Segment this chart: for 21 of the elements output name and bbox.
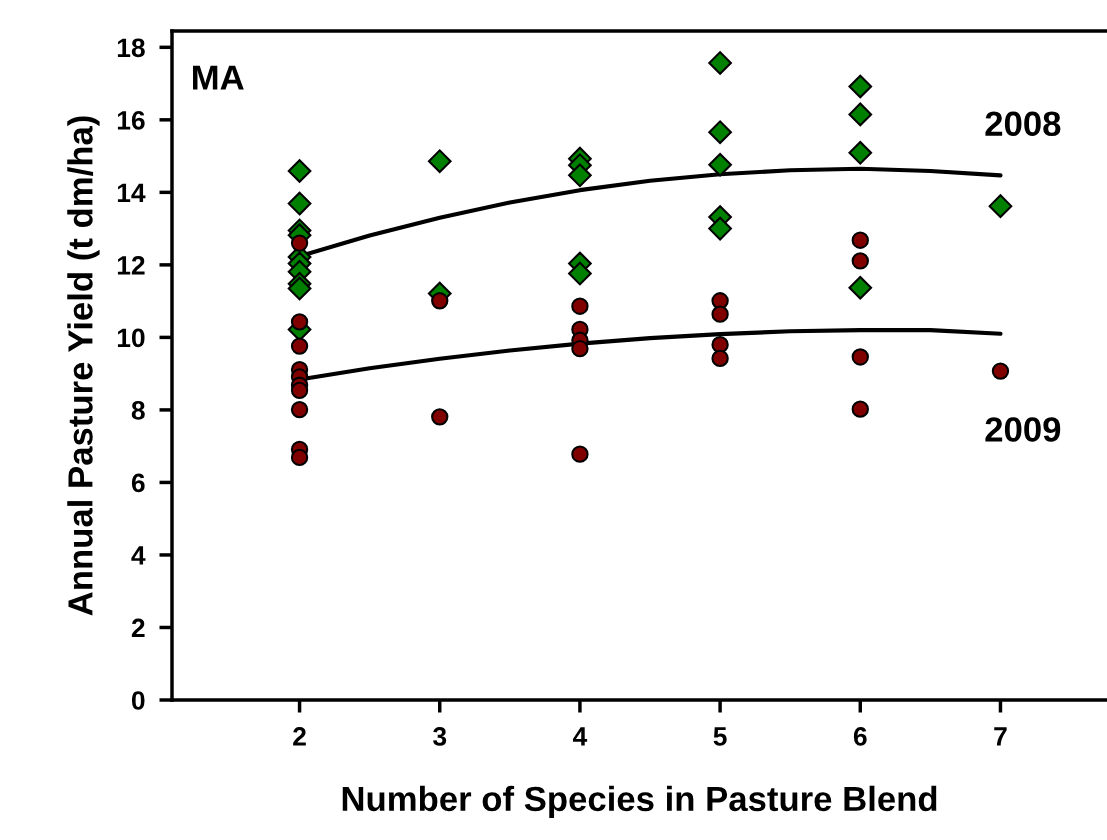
y-tick-label: 14: [117, 183, 146, 202]
y-tick-label: 12: [117, 256, 145, 275]
y-tick-label: 8: [131, 401, 145, 420]
y-axis-title: Annual Pasture Yield (t dm/ha): [67, 116, 100, 616]
y-tick-label: 2: [131, 618, 145, 638]
x-tick-label: 5: [713, 727, 727, 746]
y-tick-label: 18: [117, 38, 145, 58]
x-tick-label: 6: [853, 727, 867, 746]
annotation: 2009: [985, 417, 1061, 442]
x-tick-label: 7: [994, 727, 1007, 746]
y-tick-label: 6: [131, 473, 145, 493]
y-tick-label: 0: [131, 691, 145, 710]
x-axis-title: Number of Species in Pasture Blend: [342, 785, 937, 819]
x-tick-label: 4: [572, 727, 588, 746]
x-tick-label: 3: [433, 727, 447, 746]
y-tick-label: 10: [117, 328, 145, 348]
x-tick-label: 2: [293, 727, 306, 746]
y-tick-label: 4: [131, 546, 146, 565]
y-tick-label: 16: [117, 110, 145, 130]
annotation: MA: [193, 65, 244, 90]
annotation: 2008: [985, 111, 1061, 136]
